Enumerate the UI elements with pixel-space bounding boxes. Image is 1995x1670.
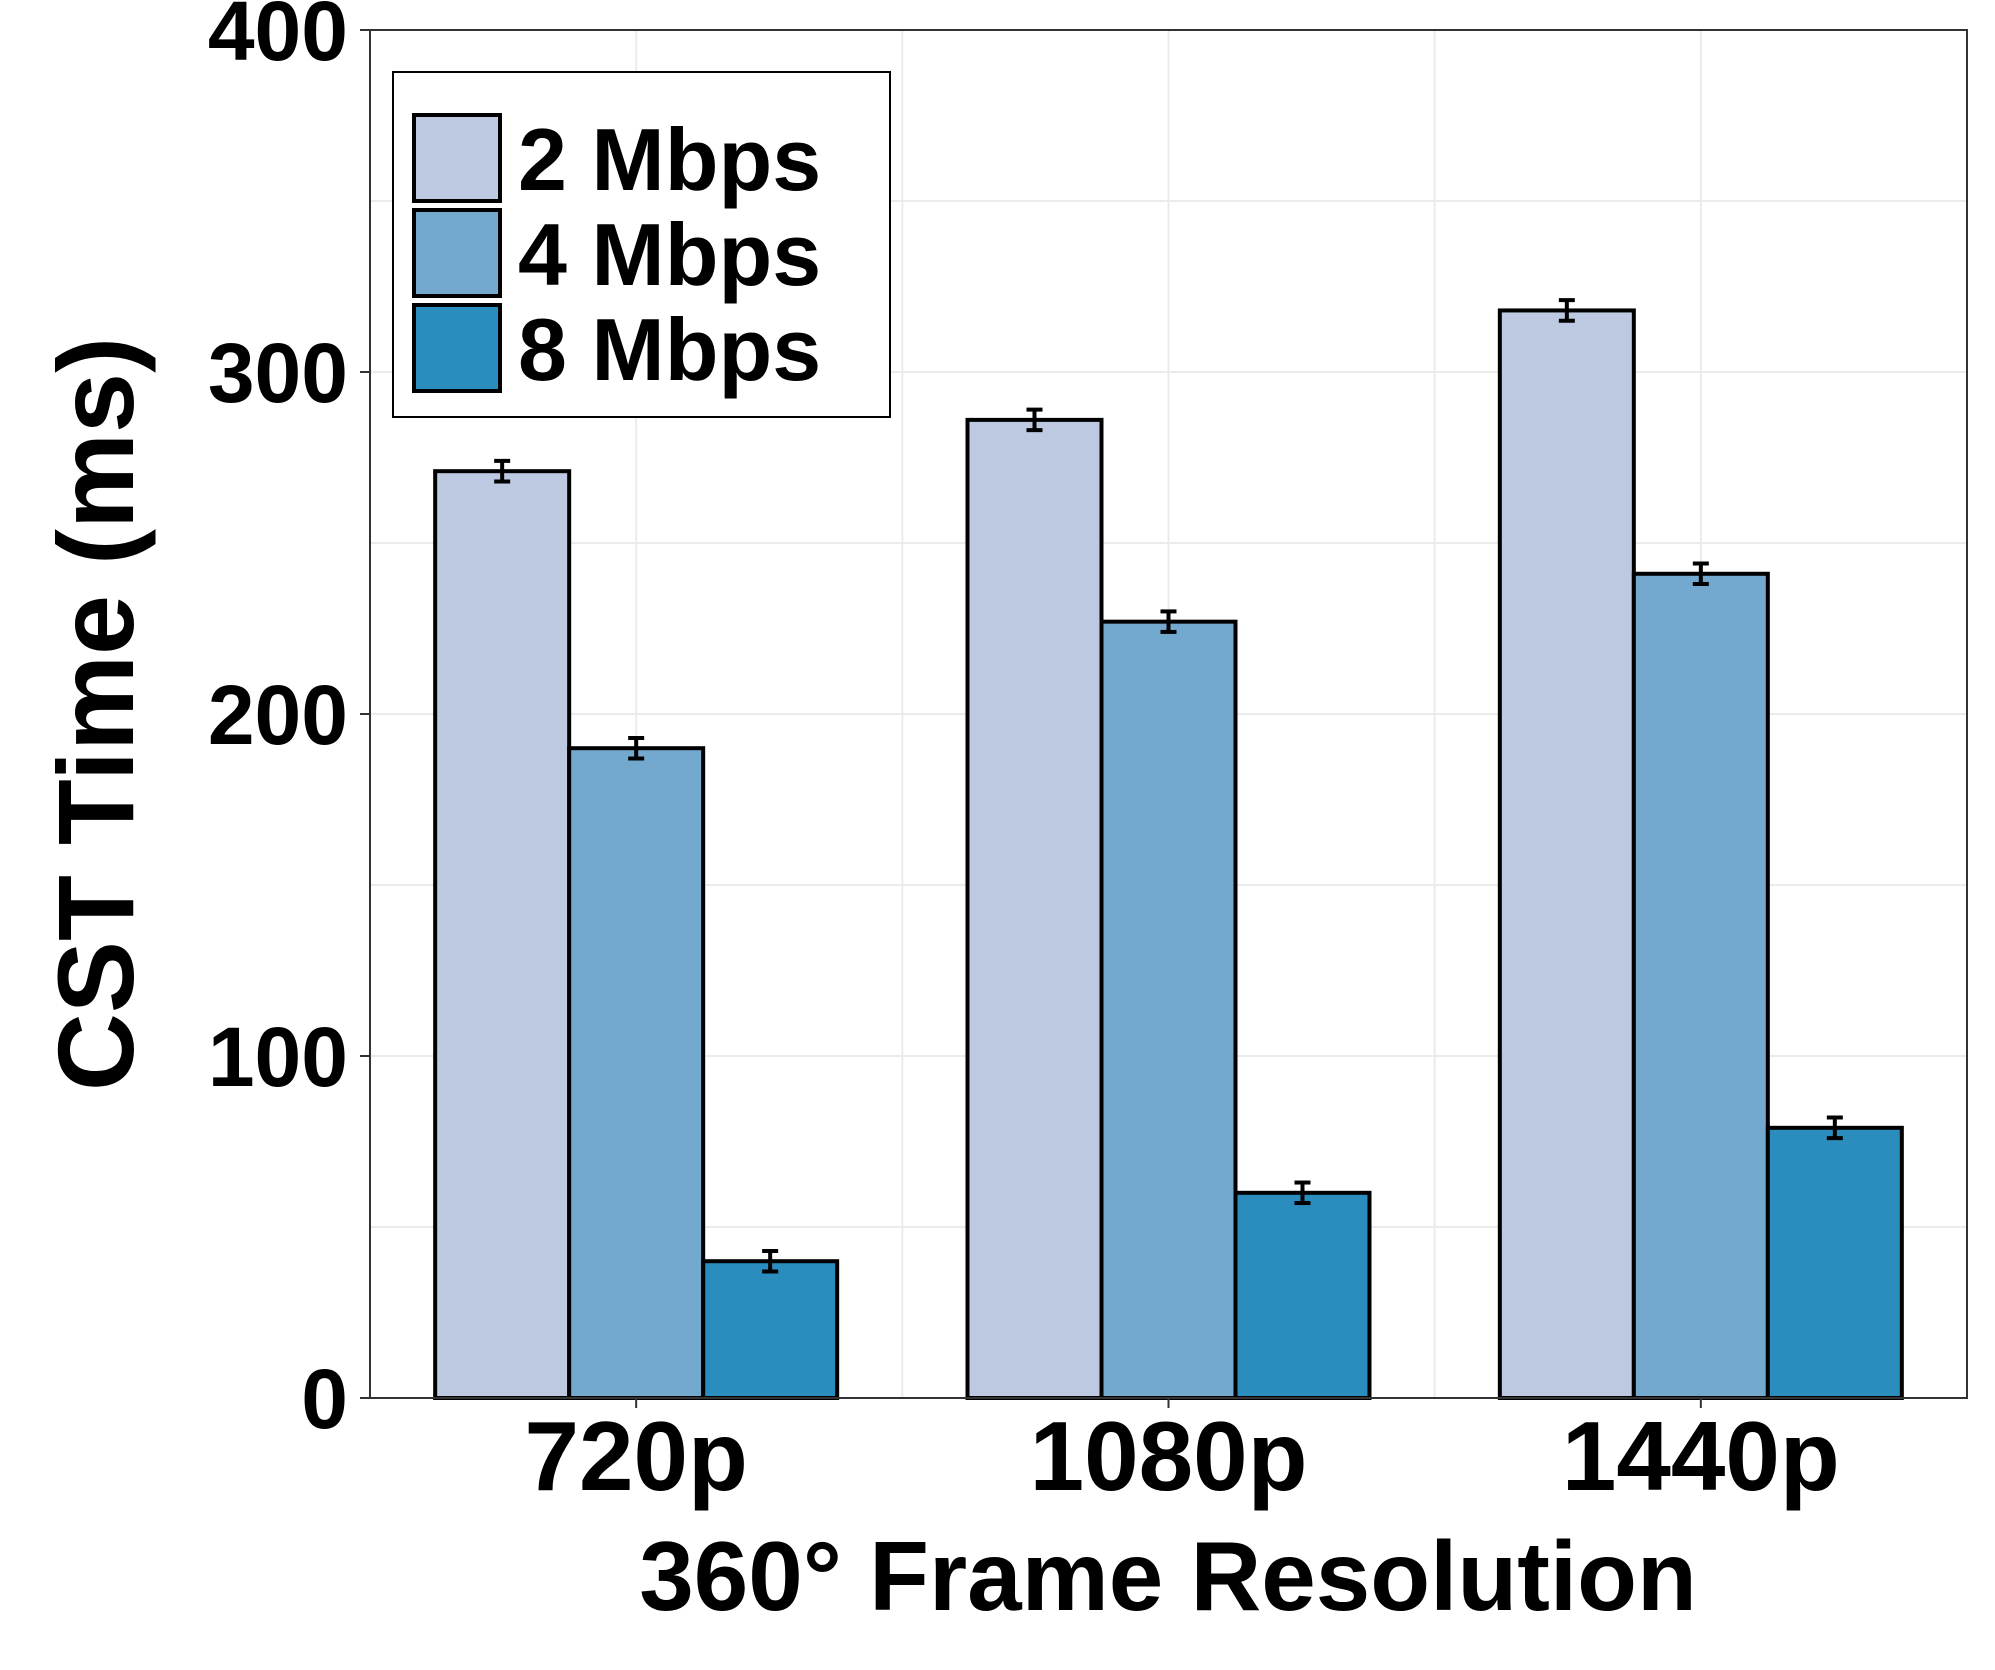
y-tick-label: 200 — [208, 668, 348, 762]
x-axis-ticks: 720p 1080p 1440p — [524, 1398, 1840, 1511]
bar-4-mbps-1440p — [1631, 571, 1770, 1400]
x-axis-label: 360° Frame Resolution — [639, 1521, 1697, 1631]
legend-swatch — [412, 208, 502, 298]
legend-swatch — [412, 303, 502, 393]
bar-2-mbps-1440p — [1497, 308, 1636, 1401]
bar-8-mbps-1080p — [1233, 1190, 1372, 1401]
bars — [433, 308, 1904, 1401]
y-axis-ticks: 0 100 200 300 400 — [208, 0, 370, 1446]
error-bars — [494, 298, 1843, 1274]
bar-8-mbps-1440p — [1765, 1125, 1904, 1400]
y-tick-label: 400 — [208, 0, 348, 78]
bar-8-mbps-720p — [701, 1259, 840, 1400]
legend-label: 4 Mbps — [518, 205, 821, 304]
bar-2-mbps-720p — [433, 469, 572, 1400]
y-axis-label: CST Time (ms) — [35, 337, 156, 1091]
x-tick-label: 1440p — [1562, 1401, 1840, 1511]
y-tick-label: 0 — [301, 1352, 348, 1446]
y-tick-label: 100 — [208, 1010, 348, 1104]
bar-2-mbps-1080p — [965, 417, 1104, 1400]
legend-swatch — [412, 113, 502, 203]
legend-label: 8 Mbps — [518, 300, 821, 399]
x-tick-label: 720p — [524, 1401, 747, 1511]
bar-4-mbps-720p — [567, 746, 706, 1400]
bar-4-mbps-1080p — [1099, 619, 1238, 1400]
x-tick-label: 1080p — [1030, 1401, 1308, 1511]
legend-label: 2 Mbps — [518, 110, 821, 209]
y-tick-label: 300 — [208, 326, 348, 420]
